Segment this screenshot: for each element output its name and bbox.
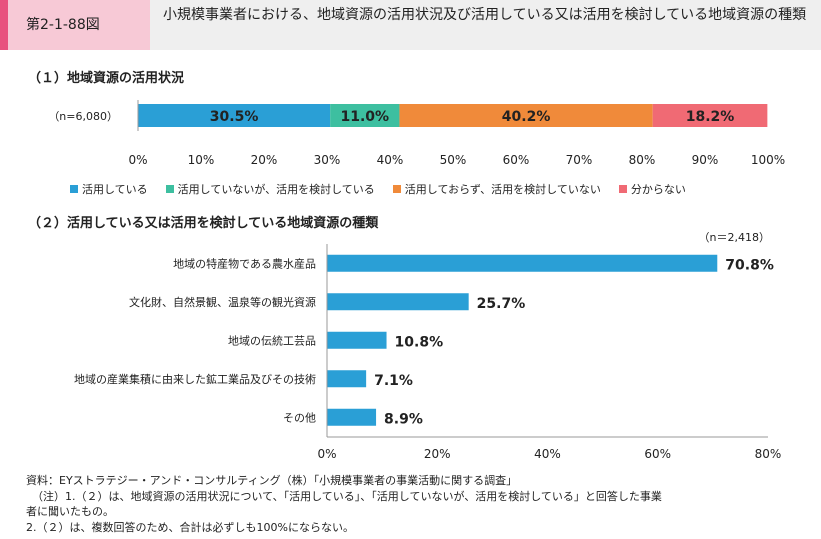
figure-title: 小規模事業者における、地域資源の活用状況及び活用している又は活用を検討している地… xyxy=(163,7,807,23)
note-1: （注）1.（２）は、地域資源の活用状況について、「活用している」、「活用していな… xyxy=(32,489,662,503)
notes: 資料：EYストラテジー・アンド・コンサルティング（株）「小規模事業者の事業活動に… xyxy=(26,473,806,535)
horizontal-bar-chart: （n＝2,418） 地域の特産物である農水産品 70.8% 文化財、自然景観、温泉等の… xyxy=(74,231,782,461)
legend-item-0: 活用している xyxy=(70,181,148,197)
x-tick-label: 50% xyxy=(440,153,467,167)
category-label: 地域の産業集積に由来した鉱工業品及びその技術 xyxy=(74,372,316,386)
bar xyxy=(327,254,718,272)
category-label: その他 xyxy=(283,411,316,424)
x-tick-label: 70% xyxy=(566,153,593,167)
legend-swatch xyxy=(618,185,627,193)
legend: 活用している 活用していないが、活用を検討している 活用しておらず、活用を検討してい… xyxy=(70,181,686,197)
legend-label: 活用していないが、活用を検討している xyxy=(177,183,375,196)
bar xyxy=(327,370,367,388)
legend-item-3: 分からない xyxy=(618,181,686,197)
legend-swatch xyxy=(165,185,174,193)
x-tick-label: 60% xyxy=(503,153,530,167)
stacked-segment-0 xyxy=(138,104,331,127)
bar-value-label: 70.8% xyxy=(725,257,774,273)
legend-label: 分からない xyxy=(630,183,686,196)
x-tick-label: 0% xyxy=(128,153,147,167)
category-label: 文化財、自然景観、温泉等の観光資源 xyxy=(129,295,316,309)
bar xyxy=(327,408,377,426)
x-tick-label: 30% xyxy=(314,153,341,167)
segment-label-0: 30.5% xyxy=(210,109,259,125)
segment-label-3: 18.2% xyxy=(686,109,735,125)
legend-swatch xyxy=(392,185,401,193)
x-tick-label: 80% xyxy=(755,447,782,461)
n-label: （n=6,080） xyxy=(48,110,118,123)
x-tick-label: 40% xyxy=(534,447,561,461)
x-tick-label: 40% xyxy=(377,153,404,167)
section2-title: （２）活用している又は活用を検討している地域資源の種類 xyxy=(28,216,379,231)
bar-value-label: 25.7% xyxy=(477,296,526,312)
x-tick-label: 0% xyxy=(317,447,336,461)
stacked-bar-chart: （n=6,080） 30.5% 11.0% 40.2% 18.2% 0% 10% 20% 30%… xyxy=(48,100,785,167)
x-tick-label: 20% xyxy=(251,153,278,167)
segment-label-2: 40.2% xyxy=(502,109,551,125)
legend-swatch xyxy=(70,185,78,193)
category-label: 地域の特産物である農水産品 xyxy=(173,256,316,270)
n-label-2: （n＝2,418） xyxy=(699,231,770,244)
legend-item-2: 活用しておらず、活用を検討していない xyxy=(392,181,601,197)
bar-value-label: 8.9% xyxy=(384,411,423,427)
legend-label: 活用している xyxy=(82,183,148,196)
x-tick-label: 20% xyxy=(424,447,451,461)
stacked-segment-2 xyxy=(399,104,653,127)
x-tick-label: 10% xyxy=(188,153,215,167)
bar-value-label: 10.8% xyxy=(395,334,444,350)
note-1-cont: 者に聞いたもの。 xyxy=(26,505,114,518)
x-tick-label: 100% xyxy=(751,153,785,167)
x-tick-label: 60% xyxy=(644,447,671,461)
bar-value-label: 7.1% xyxy=(374,373,413,389)
header: 第2-1-88図 小規模事業者における、地域資源の活用状況及び活用している又は活… xyxy=(0,0,821,50)
note-2: 2.（２）は、複数回答のため、合計は必ずしも100%にならない。 xyxy=(26,520,354,534)
figure-label: 第2-1-88図 xyxy=(0,0,150,50)
x-tick-label: 80% xyxy=(629,153,656,167)
segment-label-1: 11.0% xyxy=(341,109,390,125)
section1-title: （１）地域資源の活用状況 xyxy=(28,71,185,86)
legend-item-1: 活用していないが、活用を検討している xyxy=(165,181,375,197)
legend-label: 活用しておらず、活用を検討していない xyxy=(404,183,601,196)
note-source: 資料：EYストラテジー・アンド・コンサルティング（株）「小規模事業者の事業活動に… xyxy=(26,474,518,487)
stacked-segment-3 xyxy=(652,104,768,127)
bar xyxy=(327,331,387,349)
stacked-segment-1 xyxy=(330,104,400,127)
category-label: 地域の伝統工芸品 xyxy=(228,333,316,347)
bar xyxy=(327,293,469,311)
x-tick-label: 90% xyxy=(692,153,719,167)
